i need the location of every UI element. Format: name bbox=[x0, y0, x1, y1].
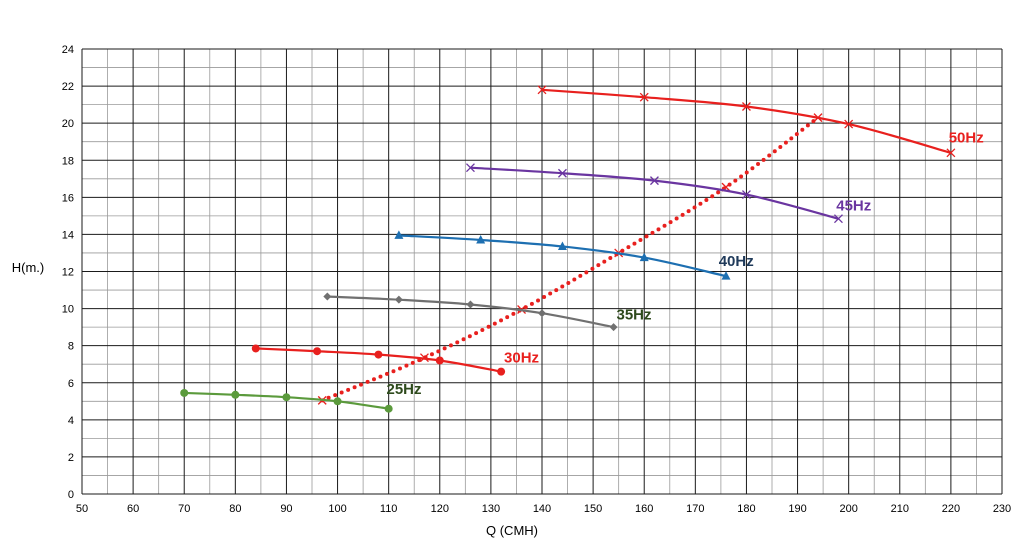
data-point-marker bbox=[497, 367, 506, 376]
y-tick-label: 0 bbox=[68, 489, 74, 501]
y-axis-title: H(m.) bbox=[12, 260, 45, 275]
series-label-35hz: 35Hz bbox=[616, 307, 651, 324]
data-point-marker bbox=[741, 102, 751, 111]
x-tick-label: 170 bbox=[686, 503, 704, 515]
series-labels: 25Hz 30Hz 35Hz 40Hz 45Hz 50Hz bbox=[386, 130, 983, 398]
data-point-marker bbox=[649, 176, 659, 186]
y-tick-label: 14 bbox=[62, 229, 74, 241]
x-tick-label: 100 bbox=[328, 503, 346, 515]
data-point-marker bbox=[721, 271, 731, 280]
major-gridlines bbox=[81, 48, 1003, 495]
x-tick-label: 80 bbox=[229, 503, 241, 515]
x-tick-label: 70 bbox=[178, 503, 190, 515]
x-tick-label: 210 bbox=[891, 503, 909, 515]
series-label-25hz: 25Hz bbox=[386, 381, 421, 398]
marker-stroke bbox=[557, 168, 567, 178]
y-tick-label: 8 bbox=[68, 341, 74, 353]
x-tick-label: 220 bbox=[942, 503, 960, 515]
y-tick-label: 18 bbox=[62, 155, 74, 167]
x-tick-label: 90 bbox=[280, 503, 292, 515]
data-point-marker bbox=[557, 241, 567, 250]
y-tick-label: 24 bbox=[62, 44, 74, 56]
marker-stroke bbox=[465, 163, 475, 173]
data-point-marker bbox=[313, 347, 322, 356]
y-tick-label: 10 bbox=[62, 304, 74, 316]
marker-stroke bbox=[833, 214, 843, 224]
data-point-marker bbox=[180, 388, 189, 397]
data-point-marker bbox=[282, 393, 291, 402]
series-group bbox=[180, 85, 956, 413]
data-point-marker bbox=[538, 309, 546, 318]
marker-stroke bbox=[537, 85, 547, 95]
data-point-marker bbox=[609, 323, 618, 332]
x-tick-label: 200 bbox=[839, 503, 857, 515]
x-tick-label: 150 bbox=[584, 503, 602, 515]
data-point-marker bbox=[374, 350, 383, 359]
y-tick-label: 4 bbox=[68, 415, 74, 427]
efficiency-line-path bbox=[320, 115, 820, 403]
data-point-marker bbox=[251, 344, 260, 353]
y-tick-label: 2 bbox=[68, 452, 74, 464]
data-point-marker bbox=[946, 148, 956, 158]
marker-stroke bbox=[946, 148, 956, 158]
x-tick-label: 60 bbox=[127, 503, 139, 515]
x-tick-label: 160 bbox=[635, 503, 653, 515]
data-point-marker bbox=[537, 85, 547, 95]
marker-stroke bbox=[741, 102, 751, 111]
series-line bbox=[470, 166, 839, 220]
marker-stroke bbox=[649, 176, 659, 186]
y-tick-label: 6 bbox=[68, 378, 74, 390]
series-40hz bbox=[394, 230, 731, 280]
x-tick-label: 130 bbox=[482, 503, 500, 515]
x-tick-label: 120 bbox=[431, 503, 449, 515]
data-point-marker bbox=[741, 190, 751, 200]
y-tick-label: 12 bbox=[62, 267, 74, 279]
data-point-marker bbox=[394, 230, 404, 239]
data-point-marker bbox=[466, 300, 475, 309]
data-point-marker bbox=[333, 397, 342, 406]
data-point-marker bbox=[639, 252, 649, 262]
marker-stroke bbox=[741, 190, 751, 200]
x-axis-tick-labels: 50 60 70 80 90 100 110 120 130 140 150 160 170 180 190… bbox=[76, 503, 1011, 515]
x-tick-label: 110 bbox=[380, 503, 398, 515]
x-tick-label: 180 bbox=[737, 503, 755, 515]
x-axis-title: Q (CMH) bbox=[486, 523, 538, 538]
data-point-marker bbox=[394, 295, 403, 304]
data-point-marker bbox=[465, 163, 475, 173]
data-point-marker bbox=[476, 234, 486, 244]
y-tick-label: 22 bbox=[62, 81, 74, 93]
series-label-50hz: 50Hz bbox=[949, 130, 984, 147]
y-tick-label: 20 bbox=[62, 118, 74, 130]
series-25hz bbox=[180, 388, 393, 413]
series-line bbox=[398, 234, 727, 278]
x-tick-label: 190 bbox=[788, 503, 806, 515]
marker-stroke bbox=[639, 92, 649, 102]
series-30hz bbox=[251, 344, 506, 376]
x-tick-label: 230 bbox=[993, 503, 1011, 515]
data-point-marker bbox=[639, 92, 649, 102]
y-tick-label: 16 bbox=[62, 192, 74, 204]
series-35hz bbox=[323, 292, 618, 332]
data-point-marker bbox=[435, 356, 444, 365]
data-point-marker bbox=[323, 292, 332, 301]
series-label-40hz: 40Hz bbox=[719, 253, 754, 270]
data-point-marker bbox=[231, 390, 240, 399]
series-label-45hz: 45Hz bbox=[836, 197, 871, 214]
data-point-marker bbox=[844, 119, 854, 129]
data-point-marker bbox=[557, 168, 567, 178]
series-label-30hz: 30Hz bbox=[504, 349, 539, 366]
x-tick-label: 50 bbox=[76, 503, 88, 515]
x-tick-label: 140 bbox=[533, 503, 551, 515]
marker-stroke bbox=[844, 119, 854, 129]
data-point-marker bbox=[833, 214, 843, 224]
series-50hz bbox=[537, 85, 956, 158]
data-point-marker bbox=[384, 404, 393, 413]
series-45hz bbox=[465, 163, 843, 224]
